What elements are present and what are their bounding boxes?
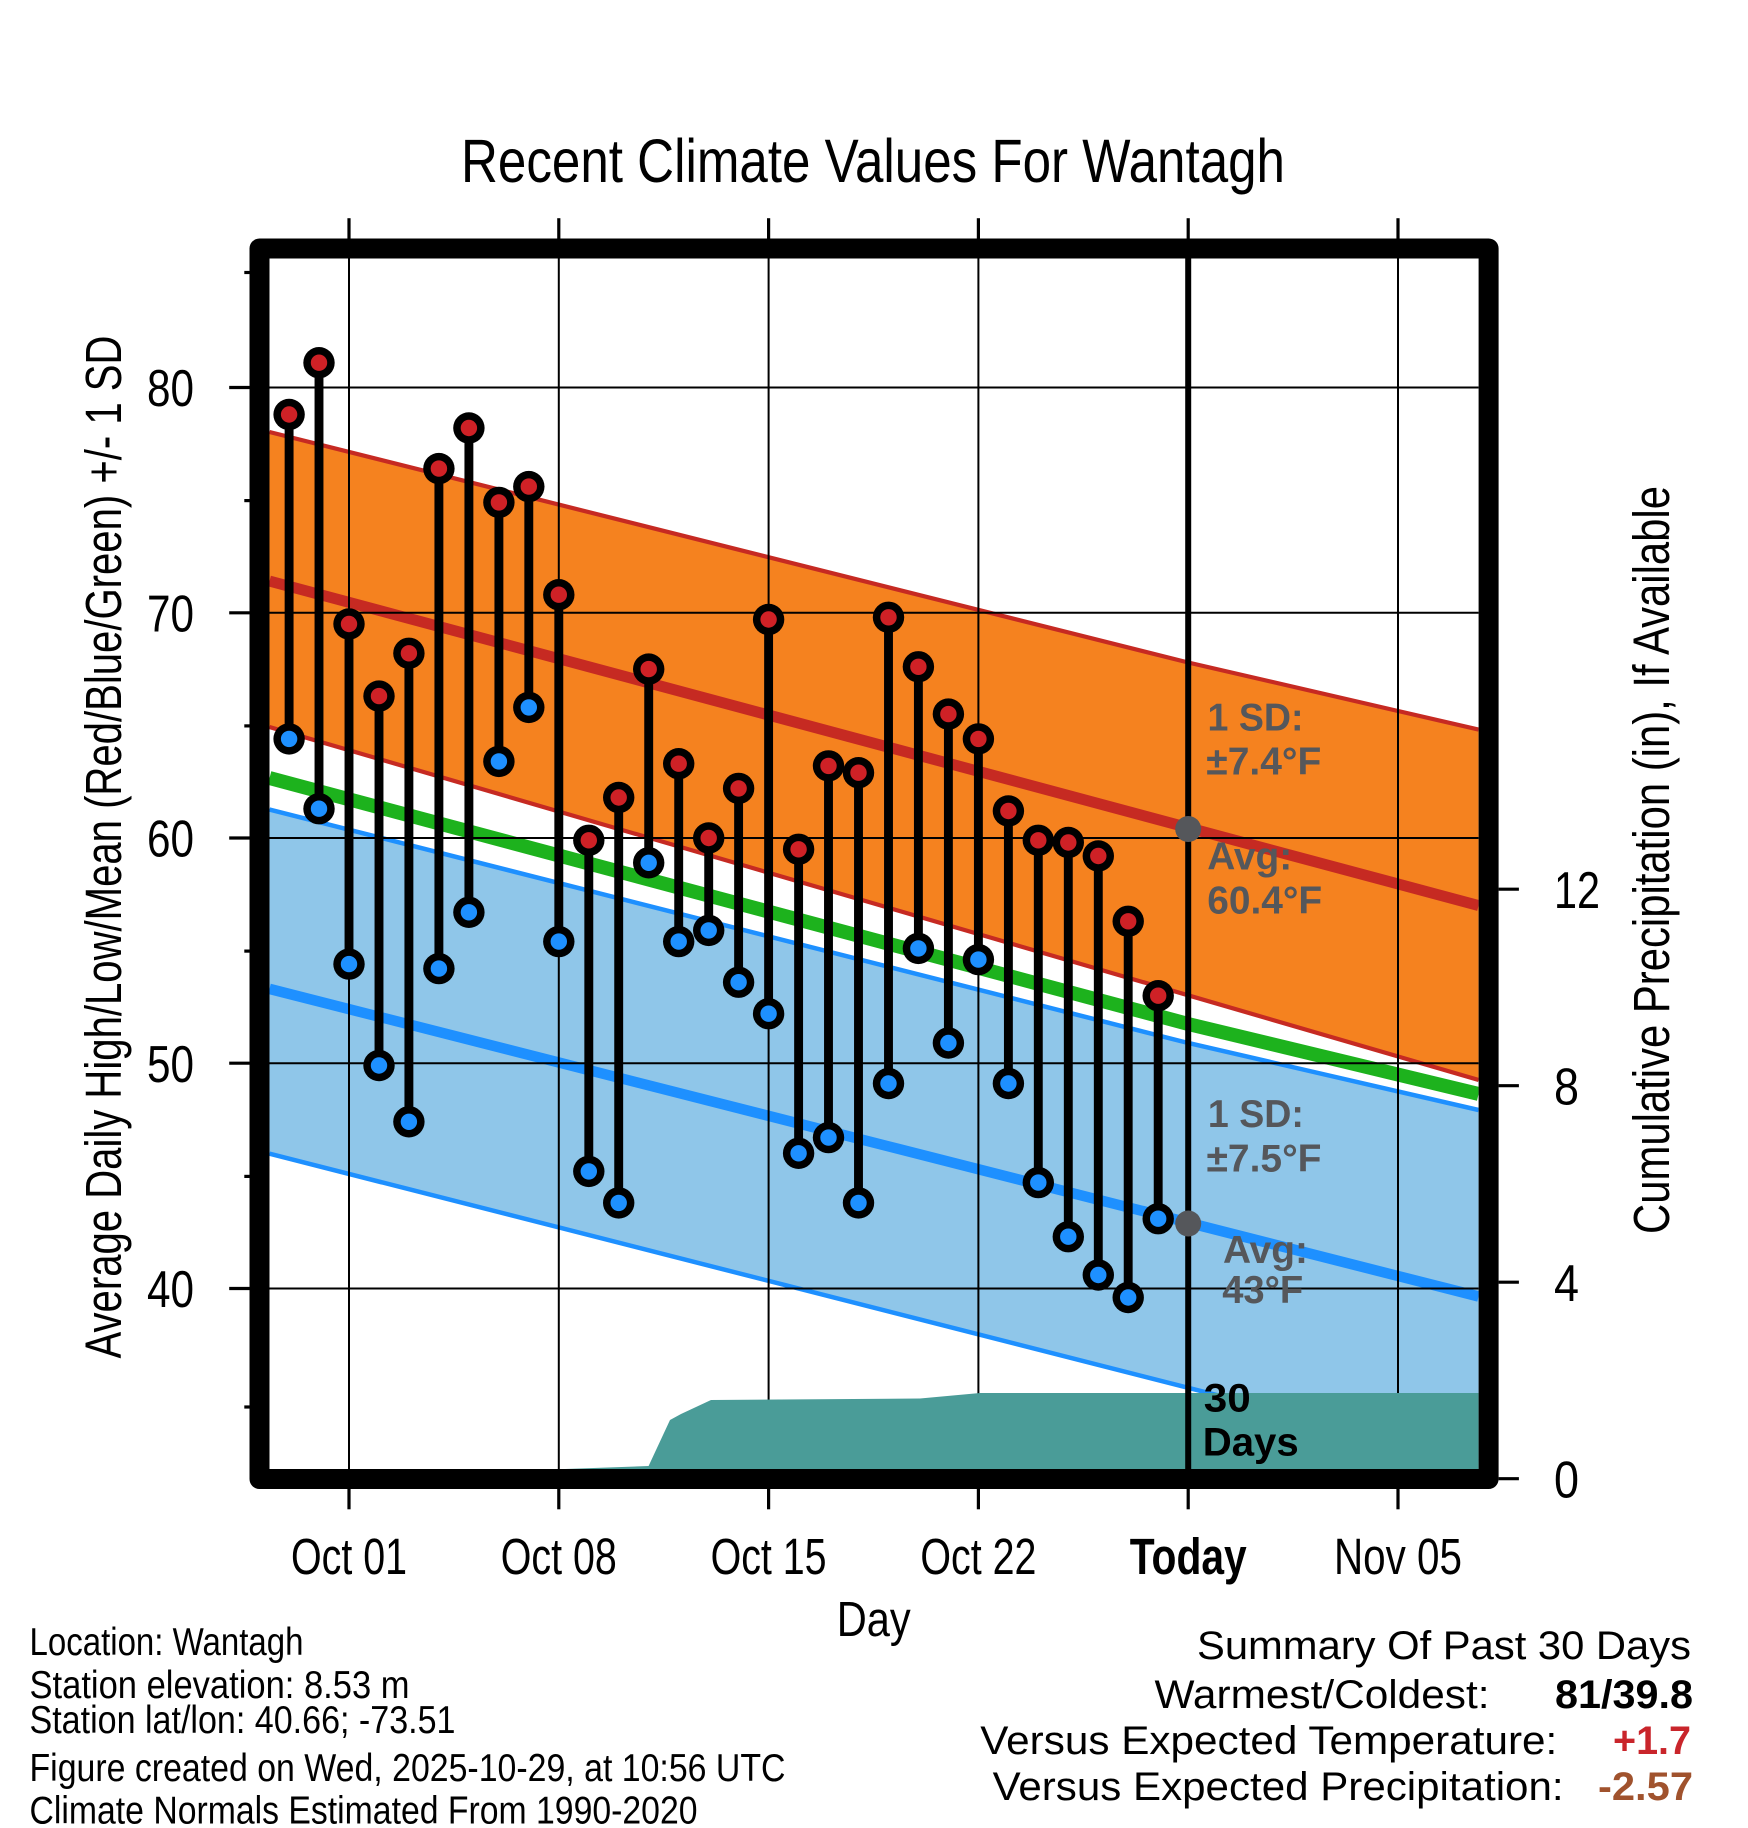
svg-text:Climate Normals Estimated From: Climate Normals Estimated From 1990-2020: [30, 1790, 698, 1828]
svg-text:50: 50: [147, 1036, 194, 1094]
svg-text:80: 80: [147, 360, 194, 418]
svg-text:4: 4: [1554, 1255, 1579, 1313]
svg-text:Oct 15: Oct 15: [711, 1528, 827, 1585]
svg-text:Figure created on Wed, 2025-10: Figure created on Wed, 2025-10-29, at 10…: [30, 1747, 786, 1790]
svg-text:Nov 05: Nov 05: [1334, 1528, 1462, 1585]
svg-text:Average Daily High/Low/Mean (R: Average Daily High/Low/Mean (Red/Blue/Gr…: [75, 336, 132, 1359]
svg-text:43°F: 43°F: [1222, 1269, 1303, 1312]
svg-text:Station lat/lon: 40.66; -73.51: Station lat/lon: 40.66; -73.51: [30, 1699, 456, 1742]
svg-text:Days: Days: [1203, 1421, 1299, 1465]
svg-text:Day: Day: [837, 1593, 911, 1647]
svg-text:+1.7: +1.7: [1613, 1719, 1691, 1763]
svg-text:±7.5°F: ±7.5°F: [1207, 1138, 1322, 1181]
svg-text:Oct 22: Oct 22: [920, 1528, 1036, 1585]
svg-text:Station elevation: 8.53 m: Station elevation: 8.53 m: [30, 1664, 410, 1707]
svg-text:Avg:: Avg:: [1207, 836, 1292, 879]
svg-text:Oct 08: Oct 08: [501, 1528, 617, 1585]
svg-text:Versus Expected Temperature:: Versus Expected Temperature:: [980, 1719, 1557, 1763]
svg-text:60: 60: [147, 811, 194, 869]
svg-text:30: 30: [1204, 1377, 1251, 1421]
svg-text:Location: Wantagh: Location: Wantagh: [30, 1621, 304, 1664]
svg-text:40: 40: [147, 1261, 194, 1319]
svg-text:Cumulative Precipitation (in),: Cumulative Precipitation (in), If Availa…: [1623, 486, 1680, 1234]
svg-text:12: 12: [1554, 862, 1600, 920]
svg-text:Recent Climate Values For Want: Recent Climate Values For Wantagh: [461, 127, 1285, 195]
svg-text:Warmest/Coldest:: Warmest/Coldest:: [1155, 1673, 1490, 1717]
svg-text:Summary Of Past 30 Days: Summary Of Past 30 Days: [1197, 1624, 1691, 1668]
svg-text:70: 70: [147, 585, 194, 643]
svg-text:81/39.8: 81/39.8: [1555, 1673, 1693, 1717]
svg-text:Today: Today: [1130, 1528, 1248, 1585]
svg-text:Versus Expected Precipitation:: Versus Expected Precipitation:: [993, 1765, 1564, 1809]
svg-text:Avg:: Avg:: [1223, 1229, 1308, 1272]
svg-text:60.4°F: 60.4°F: [1207, 879, 1322, 922]
svg-text:8: 8: [1554, 1059, 1579, 1117]
svg-text:1 SD:: 1 SD:: [1208, 1093, 1304, 1136]
svg-text:1 SD:: 1 SD:: [1208, 697, 1304, 740]
svg-text:Oct 01: Oct 01: [291, 1528, 407, 1585]
svg-text:0: 0: [1554, 1452, 1579, 1510]
svg-text:-2.57: -2.57: [1598, 1765, 1693, 1809]
svg-text:±7.4°F: ±7.4°F: [1206, 741, 1321, 784]
